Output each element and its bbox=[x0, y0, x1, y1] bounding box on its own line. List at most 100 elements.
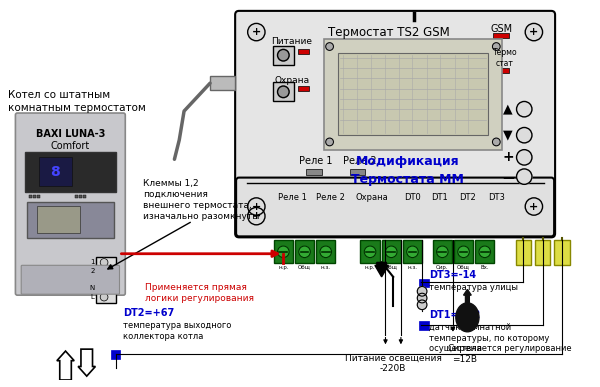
Circle shape bbox=[320, 246, 332, 258]
Text: DT1=+22: DT1=+22 bbox=[429, 310, 480, 320]
Bar bbox=[493, 33, 509, 38]
Bar bbox=[33, 195, 35, 198]
Bar bbox=[83, 195, 86, 198]
Ellipse shape bbox=[456, 303, 479, 332]
Circle shape bbox=[326, 138, 334, 146]
Text: 1: 1 bbox=[90, 259, 94, 265]
Circle shape bbox=[299, 246, 310, 258]
Bar bbox=[25, 152, 116, 192]
FancyArrow shape bbox=[375, 262, 388, 277]
Circle shape bbox=[517, 101, 532, 117]
Circle shape bbox=[417, 286, 427, 296]
Text: DT3=-14: DT3=-14 bbox=[429, 270, 476, 280]
Bar bbox=[433, 240, 452, 264]
Text: Клеммы 1,2
подключения
внешнего термостата,
изначально разомкнуты: Клеммы 1,2 подключения внешнего термоста… bbox=[143, 178, 259, 221]
Circle shape bbox=[407, 246, 418, 258]
Bar bbox=[338, 53, 488, 135]
Text: Общ: Общ bbox=[457, 265, 470, 270]
FancyArrow shape bbox=[464, 289, 471, 303]
Text: 2: 2 bbox=[90, 268, 94, 274]
Text: Котел со штатным
комнатным термостатом: Котел со штатным комнатным термостатом bbox=[8, 90, 145, 113]
Bar bbox=[273, 82, 294, 101]
Bar bbox=[37, 195, 40, 198]
Bar bbox=[554, 240, 569, 265]
FancyBboxPatch shape bbox=[236, 178, 554, 236]
Text: DT0: DT0 bbox=[404, 194, 421, 202]
Text: −: − bbox=[501, 168, 515, 186]
FancyBboxPatch shape bbox=[235, 11, 555, 237]
Bar bbox=[419, 321, 429, 330]
Circle shape bbox=[458, 246, 469, 258]
Text: DT3: DT3 bbox=[488, 194, 505, 202]
Text: Сирена
=12В: Сирена =12В bbox=[447, 344, 482, 364]
Text: GSM: GSM bbox=[490, 24, 512, 34]
Bar bbox=[274, 240, 293, 264]
Circle shape bbox=[479, 246, 491, 258]
Bar bbox=[361, 240, 380, 264]
Text: н.р.: н.р. bbox=[365, 265, 376, 270]
Circle shape bbox=[248, 207, 265, 225]
Text: +: + bbox=[252, 202, 261, 212]
Bar bbox=[419, 279, 429, 288]
Text: н.з.: н.з. bbox=[321, 265, 331, 270]
Text: Реле 1: Реле 1 bbox=[278, 194, 307, 202]
Bar bbox=[307, 169, 322, 175]
Circle shape bbox=[100, 267, 108, 275]
Bar bbox=[410, 0, 419, 3]
Circle shape bbox=[385, 246, 397, 258]
Text: Применяется прямая
логики регулирования: Применяется прямая логики регулирования bbox=[145, 283, 254, 303]
Text: ▼: ▼ bbox=[503, 129, 512, 142]
Circle shape bbox=[517, 150, 532, 165]
Text: Comfort: Comfort bbox=[51, 141, 90, 151]
Bar bbox=[298, 86, 310, 91]
Text: Вх.: Вх. bbox=[481, 265, 489, 270]
Circle shape bbox=[278, 246, 289, 258]
Circle shape bbox=[525, 198, 542, 215]
Bar bbox=[111, 350, 121, 359]
Text: +: + bbox=[529, 202, 539, 212]
Text: Сир.: Сир. bbox=[436, 265, 449, 270]
Circle shape bbox=[493, 138, 500, 146]
Circle shape bbox=[417, 300, 427, 310]
Bar bbox=[295, 240, 314, 264]
Text: N: N bbox=[89, 286, 94, 291]
Circle shape bbox=[248, 198, 265, 215]
Bar bbox=[298, 50, 310, 54]
Text: температура выходного
коллектора котла: температура выходного коллектора котла bbox=[124, 321, 232, 341]
Text: температура улицы: температура улицы bbox=[429, 283, 518, 292]
Text: +: + bbox=[529, 27, 539, 37]
Circle shape bbox=[100, 259, 108, 266]
Text: Термо
стат: Термо стат bbox=[493, 48, 517, 68]
Circle shape bbox=[417, 293, 427, 303]
Text: DT1: DT1 bbox=[431, 194, 448, 202]
Text: Реле 2: Реле 2 bbox=[316, 194, 345, 202]
Circle shape bbox=[326, 43, 334, 50]
Text: Охрана: Охрана bbox=[356, 194, 388, 202]
Text: L: L bbox=[91, 294, 94, 300]
Text: 8: 8 bbox=[50, 165, 60, 179]
Text: +: + bbox=[252, 27, 261, 37]
FancyBboxPatch shape bbox=[16, 113, 125, 295]
Bar bbox=[38, 158, 72, 186]
Bar bbox=[403, 240, 422, 264]
Text: Реле 1: Реле 1 bbox=[299, 156, 333, 166]
Bar bbox=[324, 39, 502, 150]
Bar bbox=[454, 240, 473, 264]
Circle shape bbox=[364, 246, 376, 258]
Circle shape bbox=[100, 284, 108, 292]
Bar bbox=[79, 195, 82, 198]
Text: Термостат TS2 GSM: Термостат TS2 GSM bbox=[328, 26, 450, 39]
Text: +: + bbox=[252, 211, 261, 221]
Bar bbox=[75, 195, 78, 198]
Bar bbox=[27, 202, 114, 238]
Text: Питание: Питание bbox=[272, 37, 313, 46]
Text: Питание освещения
-220В: Питание освещения -220В bbox=[345, 354, 442, 373]
Bar bbox=[475, 240, 494, 264]
Text: DT2: DT2 bbox=[459, 194, 476, 202]
Text: BAXI LUNA-3: BAXI LUNA-3 bbox=[35, 129, 105, 139]
FancyArrow shape bbox=[78, 349, 95, 376]
Text: +: + bbox=[502, 151, 514, 164]
Bar bbox=[97, 257, 116, 303]
Text: Общ: Общ bbox=[298, 265, 311, 270]
Bar bbox=[210, 76, 235, 90]
